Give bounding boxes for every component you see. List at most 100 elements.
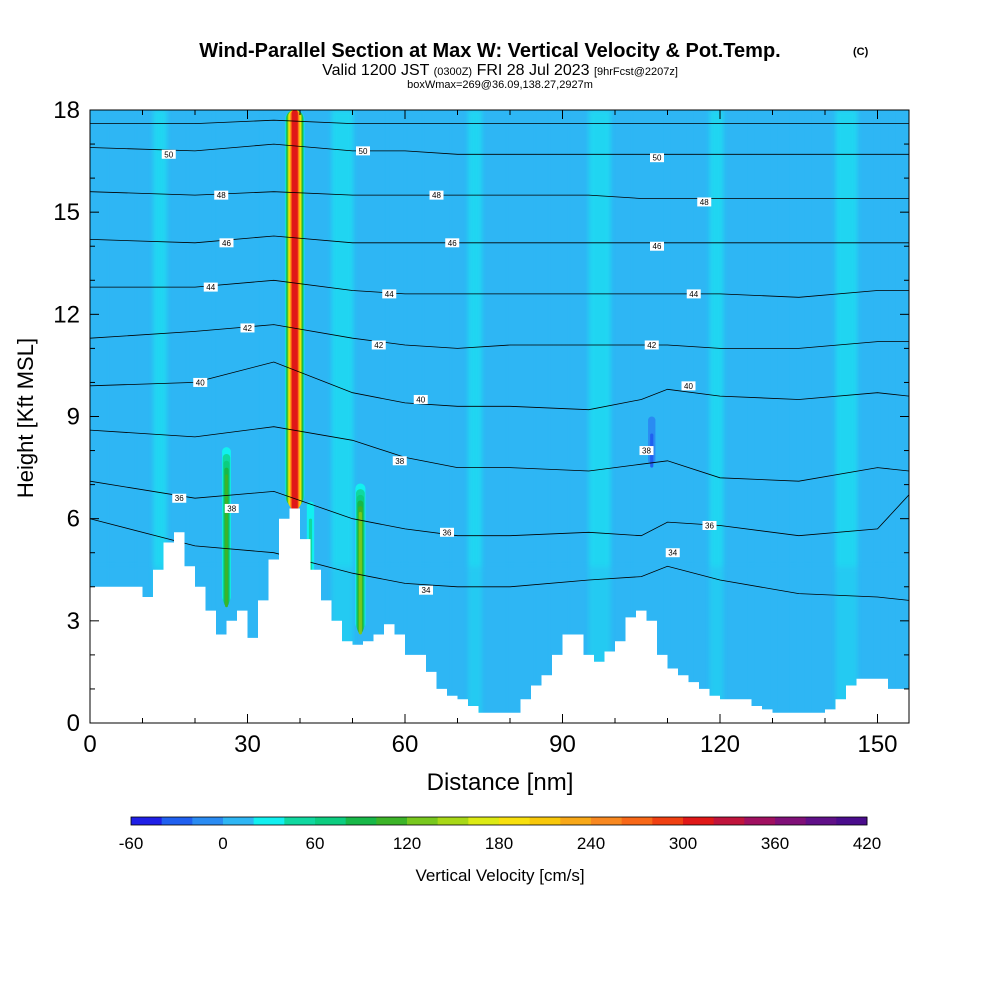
y-tick-label: 12 (53, 301, 80, 328)
colorbar-tick-label: 60 (306, 834, 325, 853)
contour-label-bg (413, 394, 428, 404)
contour-label: 36 (172, 493, 187, 503)
colorbar-swatch (192, 817, 224, 825)
x-tick-label: 60 (392, 731, 419, 758)
colorbar-tick-label: 240 (577, 834, 605, 853)
contour-label-bg (224, 503, 239, 513)
theta-contour-line (90, 361, 909, 411)
contour-label-bg (650, 241, 664, 251)
colorbar-label: Vertical Velocity [cm/s] (415, 866, 584, 885)
box-info: boxWmax=269@36.09,138.27,2927m (407, 79, 593, 91)
chart-subtitle: Valid 1200 JST (0300Z) FRI 28 Jul 2023 [… (322, 62, 678, 79)
colorbar-swatch (529, 817, 561, 825)
y-axis-label: Height [Kft MSL] (13, 338, 38, 498)
contour-label-text: 46 (653, 242, 662, 251)
theta-contour-line (90, 480, 909, 537)
x-axis-label: Distance [nm] (427, 769, 574, 796)
terrain-mask (90, 508, 909, 723)
contour-label-text: 36 (175, 494, 184, 503)
updraft-core (358, 511, 362, 635)
theta-contour-line (90, 119, 909, 124)
updraft-core (291, 110, 298, 512)
contour-label-bg (644, 340, 659, 350)
colorbar-swatch (161, 817, 193, 825)
contour-label: 36 (702, 520, 717, 530)
colorbar-tick-label: 0 (218, 834, 227, 853)
contour-label-bg (429, 190, 444, 200)
contour-label-text: 44 (689, 290, 698, 299)
contour-label-bg (371, 340, 386, 350)
contour-label: 40 (193, 377, 208, 387)
colorbar-frame (130, 816, 868, 826)
colorbar-swatch (345, 817, 377, 825)
updraft-core (225, 474, 228, 608)
contour-label-text: 38 (642, 447, 651, 456)
colorbar-swatch (499, 817, 531, 825)
contour-label: 44 (382, 289, 397, 299)
y-tick-label: 3 (67, 608, 80, 635)
colorbar-swatch (376, 817, 408, 825)
contour-label: 48 (429, 190, 444, 200)
contour-label-bg (440, 527, 454, 537)
colorbar-swatch (713, 817, 745, 825)
contour-label: 46 (650, 241, 664, 251)
contour-label-bg (193, 377, 208, 387)
colorbar-tick-label: 300 (669, 834, 697, 853)
colorbar-swatch (775, 817, 807, 825)
contour-label-text: 40 (196, 378, 205, 387)
x-tick-label: 120 (700, 731, 740, 758)
contour-label-text: 42 (647, 341, 656, 350)
colorbar-swatch (223, 817, 255, 825)
contour-label-text: 36 (443, 528, 452, 537)
contour-label-text: 40 (416, 395, 425, 404)
contour-label: 36 (440, 527, 454, 537)
contour-label-bg (161, 149, 176, 159)
contour-label: 42 (240, 323, 255, 333)
contour-label-bg (219, 238, 234, 248)
contour-label-bg (650, 153, 664, 163)
x-tick-label: 150 (857, 731, 897, 758)
colorbar-swatch (560, 817, 592, 825)
contour-label-text: 46 (222, 239, 231, 248)
contour-label: 48 (697, 197, 712, 207)
contour-label: 46 (219, 238, 234, 248)
contour-label-bg (419, 585, 433, 595)
contour-label-text: 50 (164, 150, 173, 159)
theta-contour-line (90, 324, 909, 349)
contour-label-bg (203, 282, 218, 292)
contour-label: 40 (413, 394, 428, 404)
colorbar-swatch (437, 817, 469, 825)
colorbar-swatch (315, 817, 347, 825)
subtitle-utc: (0300Z) (434, 66, 473, 78)
theta-contour-line (90, 426, 909, 482)
contour-label-text: 46 (448, 239, 457, 248)
colorbar-tick-label: 180 (485, 834, 513, 853)
contour-label-text: 44 (385, 290, 394, 299)
colorbar-tick-label: -60 (119, 834, 144, 853)
contour-label-text: 36 (705, 521, 714, 530)
contour-label-bg (382, 289, 397, 299)
subtitle-forecast: [9hrFcst@2207z] (594, 66, 678, 78)
y-tick-label: 0 (67, 710, 80, 737)
contour-label-text: 48 (432, 191, 441, 200)
contour-label-bg (392, 456, 407, 466)
contour-label: 50 (650, 153, 664, 163)
contour-label: 42 (644, 340, 659, 350)
contour-label-bg (356, 146, 370, 156)
colorbar-swatch (836, 817, 868, 825)
contour-label: 48 (214, 190, 229, 200)
contour-label: 50 (356, 146, 370, 156)
colorbar-swatch (683, 817, 715, 825)
contour-label: 42 (371, 340, 386, 350)
y-tick-label: 15 (53, 199, 80, 226)
contour-label-text: 42 (243, 324, 252, 333)
x-tick-label: 30 (234, 731, 261, 758)
contour-label-bg (702, 520, 717, 530)
y-tick-label: 18 (53, 97, 80, 124)
contour-label: 34 (665, 548, 680, 558)
x-tick-label: 90 (549, 731, 576, 758)
contour-label: 50 (161, 149, 176, 159)
colorbar-swatch (805, 817, 837, 825)
